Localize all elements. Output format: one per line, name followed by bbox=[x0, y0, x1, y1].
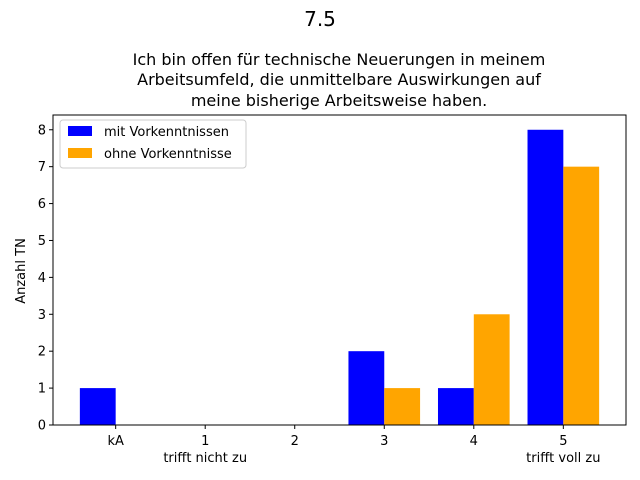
y-tick-label-7: 7 bbox=[38, 160, 46, 175]
chart-title-line-2: Arbeitsumfeld, die unmittelbare Auswirku… bbox=[137, 70, 541, 89]
x-tick-label-2: 2 bbox=[291, 434, 299, 449]
legend-label-ohne-vorkenntnisse: ohne Vorkenntnisse bbox=[104, 147, 232, 162]
y-tick-label-4: 4 bbox=[38, 271, 46, 286]
legend-label-mit-vorkenntnissen: mit Vorkenntnissen bbox=[104, 125, 229, 140]
legend: mit Vorkenntnissen ohne Vorkenntnisse bbox=[59, 119, 247, 169]
bar-mit-vorkenntnissen-4 bbox=[437, 388, 474, 425]
chart-title-line-1: Ich bin offen für technische Neuerungen … bbox=[133, 50, 546, 69]
x-tick-sublabel-trifft-voll-zu: trifft voll zu bbox=[526, 451, 600, 466]
plot-area: 0 1 2 3 4 5 6 7 8 kA 1 trifft nicht zu 2 3 4 5 trifft vo… bbox=[38, 114, 627, 466]
bar-mit-vorkenntnissen-3 bbox=[348, 351, 385, 425]
legend-swatch-mit-vorkenntnissen bbox=[68, 126, 92, 136]
bar-mit-vorkenntnissen-5 bbox=[527, 129, 564, 425]
bar-ohne-vorkenntnisse-3 bbox=[384, 388, 421, 425]
legend-frame bbox=[59, 119, 247, 169]
bar-ohne-vorkenntnisse-4 bbox=[473, 314, 510, 425]
x-tick-label-3: 3 bbox=[380, 434, 388, 449]
y-tick-label-5: 5 bbox=[38, 234, 46, 249]
x-tick-label-5: 5 bbox=[559, 434, 567, 449]
y-tick-label-2: 2 bbox=[38, 345, 46, 360]
bar-mit-vorkenntnissen-ka bbox=[79, 388, 116, 425]
plot-frame bbox=[52, 114, 627, 426]
y-tick-label-6: 6 bbox=[38, 197, 46, 212]
chart-suptitle: 7.5 bbox=[304, 7, 336, 31]
x-tick-label-ka: kA bbox=[107, 434, 124, 449]
y-tick-label-3: 3 bbox=[38, 308, 46, 323]
x-tick-label-1: 1 bbox=[201, 434, 209, 449]
x-tick-sublabel-trifft-nicht-zu: trifft nicht zu bbox=[163, 451, 247, 466]
y-tick-label-8: 8 bbox=[38, 123, 46, 138]
y-tick-label-1: 1 bbox=[38, 382, 46, 397]
legend-swatch-ohne-vorkenntnisse bbox=[68, 148, 92, 158]
chart-title-line-3: meine bisherige Arbeitsweise haben. bbox=[191, 91, 487, 110]
y-tick-label-0: 0 bbox=[38, 419, 46, 434]
bar-ohne-vorkenntnisse-5 bbox=[563, 166, 600, 425]
x-tick-label-4: 4 bbox=[470, 434, 478, 449]
y-axis-label: Anzahl TN bbox=[14, 238, 29, 304]
